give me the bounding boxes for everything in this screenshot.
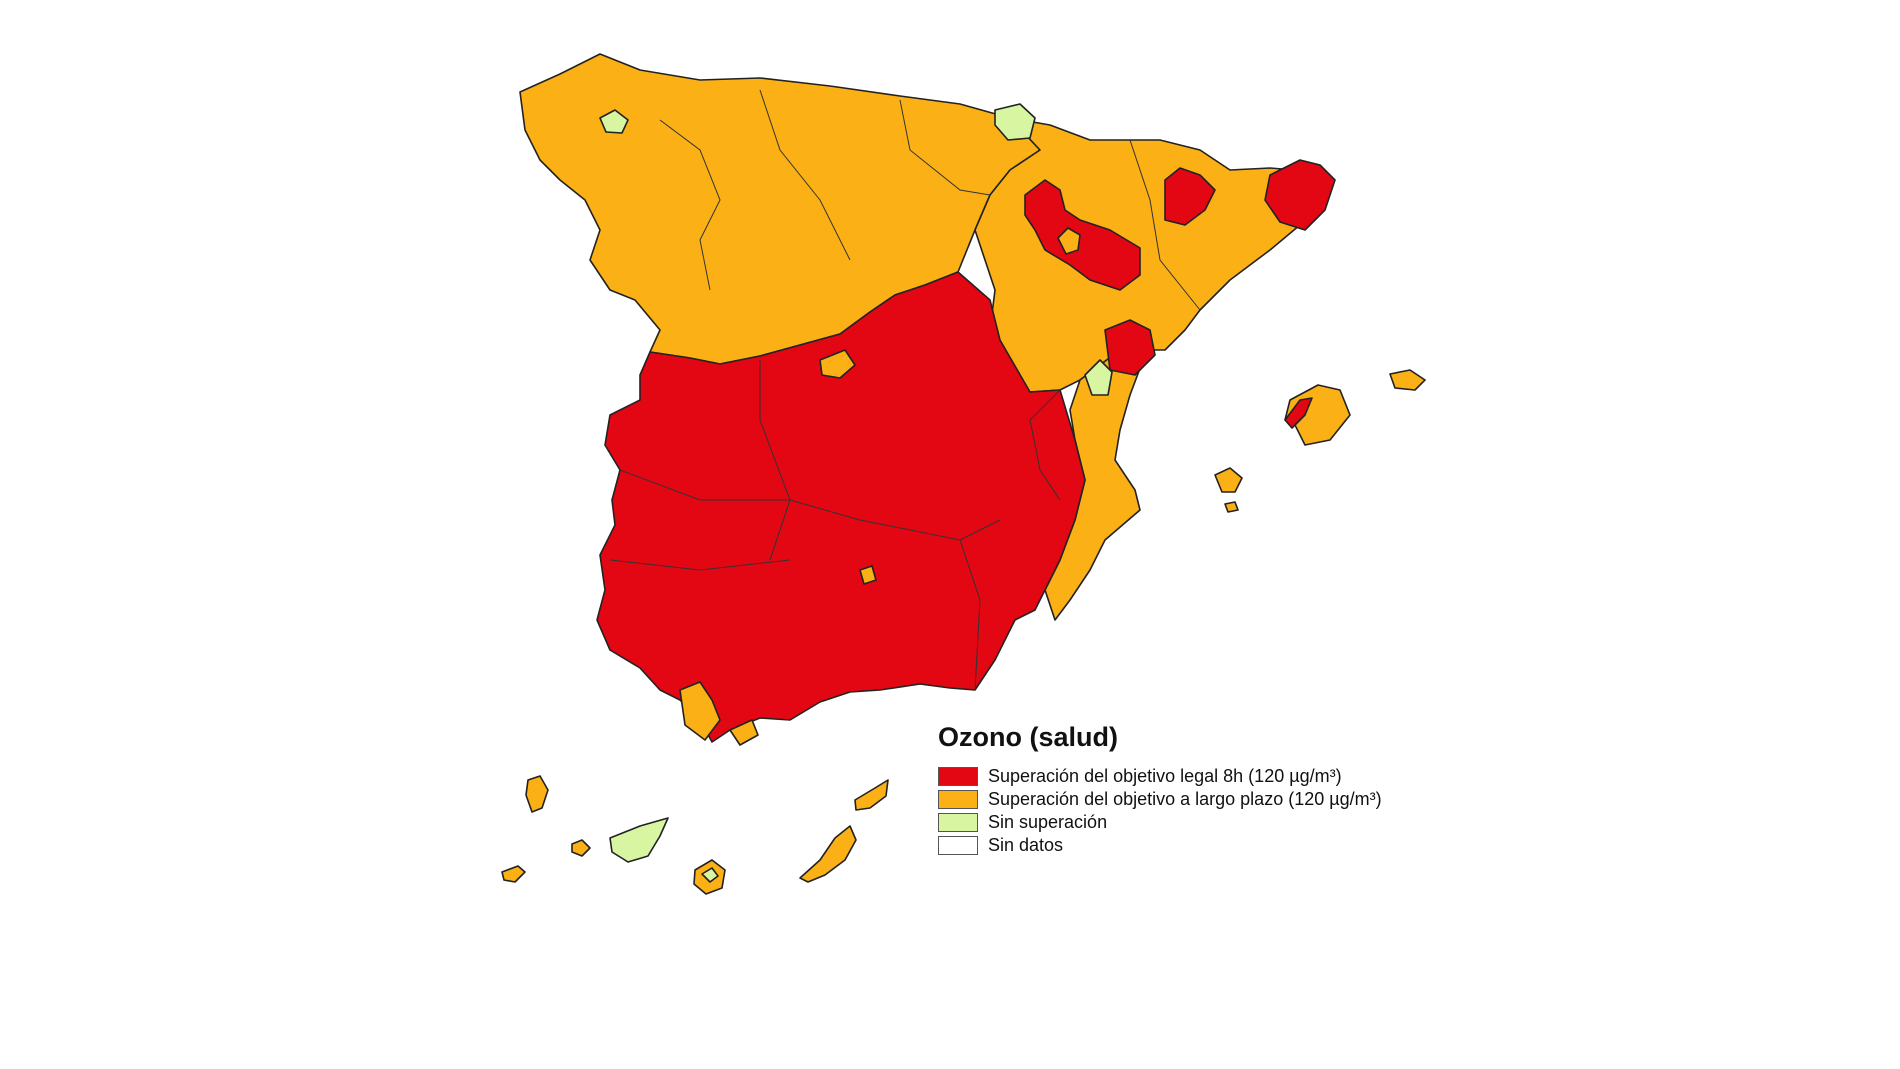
region-lleida-red: [1164, 167, 1216, 226]
region-jaen-orange: [859, 565, 877, 585]
region-south-central-red: [596, 271, 1086, 743]
island-ibiza: [1214, 467, 1243, 493]
legend-title: Ozono (salud): [938, 722, 1118, 752]
island-menorca: [1389, 369, 1426, 391]
internal-borders: [609, 89, 1201, 691]
legend-label: Superación del objetivo legal 8h (120 µg…: [988, 765, 1342, 786]
legend-item-long-term: Superación del objetivo a largo plazo (1…: [938, 788, 1382, 810]
region-gibraltar-orange: [729, 719, 759, 746]
legend-item-no-data: Sin datos: [938, 834, 1382, 856]
legend-swatch-green: [938, 812, 978, 832]
legend-label: Sin datos: [988, 834, 1064, 855]
island-formentera: [1224, 501, 1239, 513]
region-galicia-green: [599, 109, 629, 134]
region-girona-red: [1264, 159, 1336, 231]
legend-label: Sin superación: [988, 811, 1108, 832]
legend-swatch-white: [938, 835, 978, 855]
island-la-gomera: [571, 839, 591, 857]
region-teruel-green: [1084, 359, 1113, 396]
island-la-palma: [525, 775, 549, 813]
island-el-hierro: [501, 865, 526, 883]
legend-item-no-exceedance: Sin superación: [938, 811, 1382, 833]
region-castellon-red: [1104, 319, 1156, 376]
island-fuerteventura: [799, 825, 857, 883]
island-tenerife: [609, 817, 669, 863]
island-mallorca-west-red: [1284, 397, 1313, 429]
island-gran-canaria-inner-green: [701, 867, 719, 883]
region-cadiz-orange: [679, 681, 721, 741]
region-madrid-orange: [819, 349, 856, 379]
legend: Ozono (salud) Superación del objetivo le…: [938, 722, 1382, 857]
legend-swatch-red: [938, 766, 978, 786]
legend-swatch-orange: [938, 789, 978, 809]
legend-label: Superación del objetivo a largo plazo (1…: [988, 788, 1382, 809]
region-zaragoza-red: [1024, 179, 1141, 291]
region-navarra-green: [994, 103, 1036, 141]
region-northeast-orange: [974, 117, 1326, 393]
island-lanzarote: [854, 779, 889, 811]
region-zaragoza-inner-orange: [1057, 227, 1081, 255]
legend-item-legal-8h: Superación del objetivo legal 8h (120 µg…: [938, 765, 1382, 787]
